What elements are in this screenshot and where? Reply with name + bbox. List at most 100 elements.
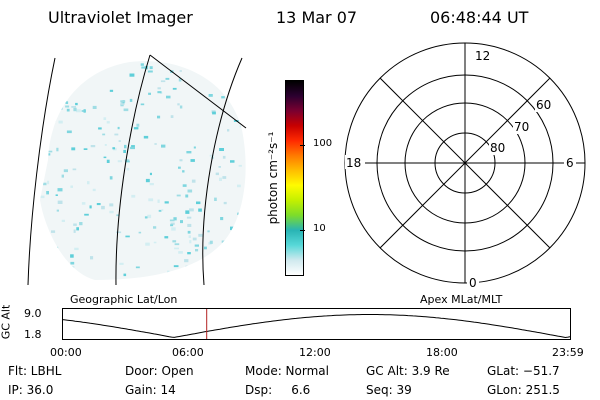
emission-speckle (246, 101, 251, 104)
emission-speckle (83, 148, 88, 150)
emission-speckle (72, 67, 76, 69)
emission-speckle (90, 256, 94, 260)
emission-speckle (58, 106, 63, 110)
x-tick-1800: 18:00 (426, 346, 458, 359)
emission-speckle (190, 159, 195, 162)
emission-speckle (57, 77, 63, 80)
emission-speckle (178, 251, 183, 254)
emission-speckle (55, 194, 58, 196)
emission-speckle (214, 256, 218, 259)
emission-speckle (81, 110, 85, 112)
emission-speckle (40, 195, 45, 199)
emission-speckle (46, 191, 49, 195)
emission-speckle (214, 197, 217, 201)
emission-speckle (109, 176, 113, 180)
emission-speckle (116, 231, 122, 234)
x-tick-2359: 23:59 (552, 346, 584, 359)
emission-speckle (83, 67, 86, 71)
apex-label: Apex MLat/MLT (420, 293, 503, 306)
emission-speckle (179, 70, 182, 72)
geographic-label: Geographic Lat/Lon (70, 293, 178, 306)
emission-speckle (145, 178, 150, 183)
emission-speckle (153, 241, 157, 244)
emission-speckle (64, 62, 69, 65)
emission-speckle (187, 252, 191, 255)
emission-speckle (125, 235, 130, 238)
emission-speckle (148, 198, 154, 202)
emission-speckle (172, 240, 177, 243)
geographic-grid-lines (27, 54, 247, 285)
status-gain: Gain: 14 (125, 383, 176, 397)
emission-speckle (61, 174, 64, 178)
emission-speckle (44, 251, 50, 254)
emission-speckle (221, 96, 225, 99)
emission-speckle (57, 200, 63, 204)
status-ip: IP: 36.0 (8, 383, 54, 397)
emission-speckle (149, 183, 154, 186)
emission-region (40, 55, 251, 280)
emission-speckle (191, 179, 196, 183)
emission-speckle (233, 236, 237, 239)
emission-speckle (73, 107, 77, 112)
emission-speckle (224, 81, 229, 83)
emission-speckle (126, 167, 130, 171)
emission-speckle (209, 154, 214, 157)
emission-speckle (72, 168, 77, 171)
emission-speckle (184, 259, 189, 263)
emission-speckle (189, 208, 194, 212)
emission-speckle (40, 264, 43, 268)
emission-speckle (60, 269, 64, 273)
instrument-title: Ultraviolet Imager (48, 8, 193, 27)
emission-speckle (145, 242, 150, 246)
emission-speckle (65, 101, 69, 104)
emission-speckle (51, 120, 56, 122)
lat-label-60: 60 (536, 98, 551, 112)
emission-speckle (147, 70, 153, 73)
emission-speckle (82, 62, 86, 66)
emission-speckle (192, 237, 197, 241)
emission-speckle (239, 272, 242, 275)
emission-speckle (170, 222, 175, 225)
status-door: Door: Open (125, 364, 194, 378)
emission-speckle (124, 159, 130, 162)
emission-speckle (212, 111, 216, 115)
emission-speckle (103, 117, 107, 120)
emission-speckle (173, 217, 177, 221)
emission-speckle (109, 89, 114, 92)
date-label: 13 Mar 07 (276, 8, 358, 27)
emission-speckle (52, 117, 56, 120)
colorbar (285, 80, 304, 276)
emission-speckle (47, 258, 50, 262)
emission-speckle (120, 100, 126, 103)
emission-speckle (45, 123, 49, 126)
emission-speckle (209, 240, 213, 244)
emission-speckle (148, 92, 151, 95)
emission-speckle (185, 265, 190, 269)
emission-speckle (104, 144, 107, 146)
status-filter: Flt: LBHL (8, 364, 62, 378)
emission-speckle (158, 209, 162, 212)
emission-speckle (118, 140, 121, 142)
emission-speckle (238, 214, 242, 218)
emission-speckle (157, 115, 161, 119)
emission-speckle (129, 98, 133, 102)
emission-speckle (187, 189, 193, 193)
emission-speckle (161, 275, 167, 278)
emission-speckle (170, 115, 174, 118)
emission-speckle (47, 180, 50, 185)
emission-speckle (189, 240, 192, 244)
x-tick-1200: 12:00 (299, 346, 331, 359)
emission-speckle (75, 72, 80, 76)
emission-speckle (70, 185, 73, 188)
emission-speckle (47, 150, 53, 153)
emission-speckle (246, 131, 249, 133)
emission-speckle (109, 210, 114, 214)
emission-speckle (138, 55, 140, 57)
status-mode: Mode: Normal (245, 364, 329, 378)
emission-speckle (56, 147, 59, 152)
emission-speckle (240, 252, 243, 254)
emission-speckle (167, 270, 170, 273)
emission-speckle (101, 205, 105, 210)
emission-speckle (90, 145, 96, 148)
emission-speckle (223, 201, 227, 205)
